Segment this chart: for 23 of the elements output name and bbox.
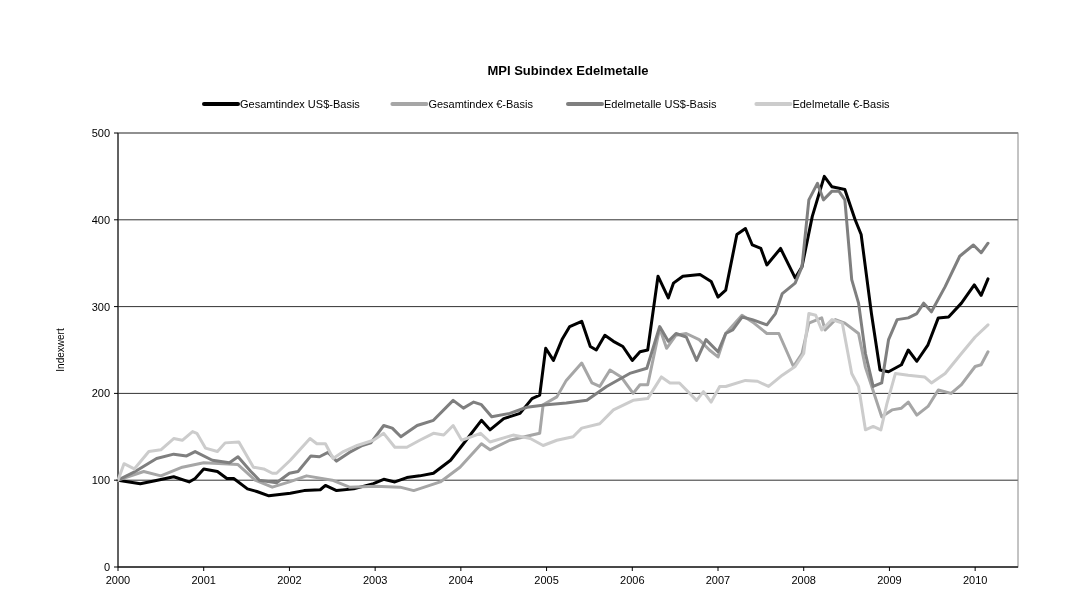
x-tick-label: 2000: [105, 574, 131, 586]
x-tick-label: 2003: [362, 574, 388, 586]
x-tick-label: 2002: [277, 574, 302, 586]
y-tick-label: 500: [91, 127, 110, 139]
x-tick-label: 2004: [448, 574, 474, 586]
y-axis-title: Indexwert: [55, 328, 66, 372]
x-tick-label: 2010: [962, 574, 988, 586]
legend-label: Edelmetalle US$-Basis: [604, 98, 717, 110]
chart-title: MPI Subindex Edelmetalle: [487, 63, 649, 78]
y-tick-label: 0: [103, 561, 110, 573]
x-tick-label: 2006: [620, 574, 645, 586]
x-tick-label: 2008: [791, 574, 816, 586]
y-tick-label: 100: [91, 474, 110, 487]
y-tick-label: 300: [91, 300, 110, 313]
y-tick-label: 200: [91, 387, 110, 400]
x-tick-label: 2009: [877, 574, 902, 586]
legend-label: Edelmetalle €-Basis: [792, 98, 891, 110]
x-tick-label: 2001: [191, 574, 216, 586]
x-tick-label: 2005: [534, 574, 559, 586]
legend-label: Gesamtindex US$-Basis: [240, 98, 361, 110]
y-tick-label: 400: [91, 213, 110, 226]
x-tick-label: 2007: [705, 574, 731, 586]
legend-label: Gesamtindex €-Basis: [428, 98, 534, 110]
